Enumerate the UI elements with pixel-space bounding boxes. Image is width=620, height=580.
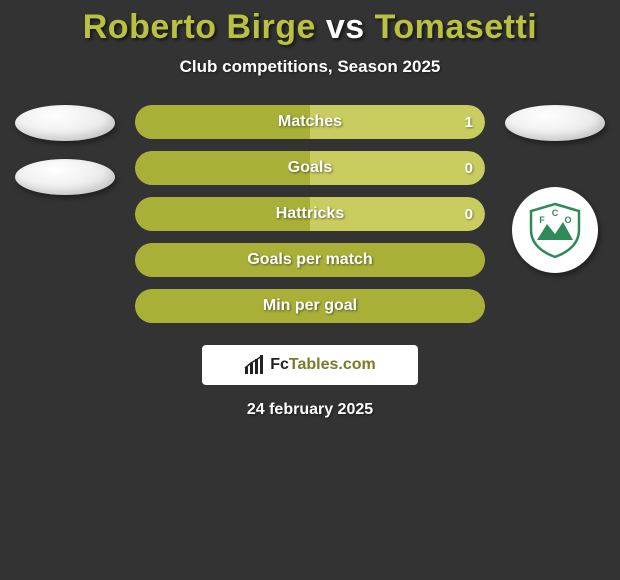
stat-value-right: 0 bbox=[465, 197, 473, 231]
right-player-column: C F O bbox=[500, 105, 610, 273]
brand-footer-box: FcTables.com bbox=[202, 345, 418, 385]
subtitle: Club competitions, Season 2025 bbox=[0, 57, 620, 77]
brand-suffix: Tables.com bbox=[289, 356, 376, 373]
footer-date: 24 february 2025 bbox=[0, 401, 620, 419]
title-vs: vs bbox=[326, 8, 365, 46]
stat-row: Min per goal bbox=[135, 289, 485, 323]
stat-label: Matches bbox=[135, 105, 485, 139]
player2-avatar-placeholder bbox=[505, 105, 605, 141]
stat-row: Goals per match bbox=[135, 243, 485, 277]
stat-row: Hattricks0 bbox=[135, 197, 485, 231]
title-player2: Tomasetti bbox=[375, 8, 538, 46]
stat-row: Goals0 bbox=[135, 151, 485, 185]
player1-avatar-placeholder-1 bbox=[15, 105, 115, 141]
svg-text:O: O bbox=[564, 215, 571, 225]
brand-prefix: Fc bbox=[270, 356, 289, 373]
comparison-container: C F O Matches1Goals0Hattricks0Goals per … bbox=[0, 105, 620, 323]
brand-text: FcTables.com bbox=[270, 356, 376, 374]
page-title: Roberto Birge vs Tomasetti bbox=[0, 8, 620, 47]
player2-club-badge: C F O bbox=[512, 187, 598, 273]
stat-label: Goals per match bbox=[135, 243, 485, 277]
stat-label: Hattricks bbox=[135, 197, 485, 231]
club-crest-icon: C F O bbox=[525, 200, 585, 260]
svg-text:C: C bbox=[552, 208, 559, 218]
stat-value-right: 1 bbox=[465, 105, 473, 139]
stat-value-right: 0 bbox=[465, 151, 473, 185]
title-player1: Roberto Birge bbox=[83, 8, 316, 46]
left-player-column bbox=[10, 105, 120, 195]
stat-label: Min per goal bbox=[135, 289, 485, 323]
chart-icon bbox=[244, 355, 266, 375]
svg-text:F: F bbox=[539, 215, 545, 225]
stat-row: Matches1 bbox=[135, 105, 485, 139]
player1-avatar-placeholder-2 bbox=[15, 159, 115, 195]
stat-label: Goals bbox=[135, 151, 485, 185]
